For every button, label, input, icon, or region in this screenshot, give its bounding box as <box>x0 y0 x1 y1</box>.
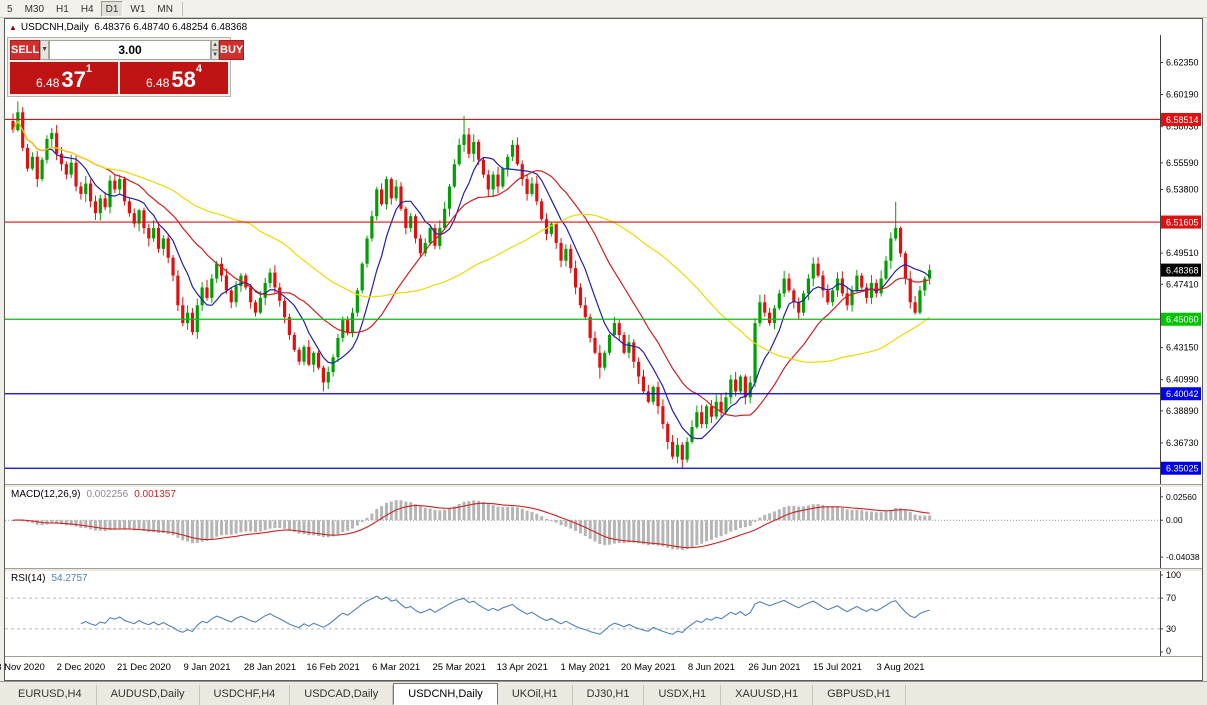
date-tick-label: 1 May 2021 <box>560 662 611 673</box>
date-tick-label: 13 Apr 2021 <box>496 662 548 673</box>
chart-tab-ukoil[interactable]: UKOil,H1 <box>498 685 573 705</box>
timeframe-button-h1[interactable]: H1 <box>51 0 74 17</box>
sell-button[interactable]: SELL <box>10 40 41 60</box>
chart-window-icon: ▲ <box>9 22 17 32</box>
svg-text:6.49510: 6.49510 <box>1166 248 1199 258</box>
svg-text:6.47410: 6.47410 <box>1166 279 1199 289</box>
svg-text:6.48368: 6.48368 <box>1166 266 1199 276</box>
svg-text:6.60190: 6.60190 <box>1166 90 1199 100</box>
svg-text:30: 30 <box>1166 624 1176 634</box>
svg-text:6.58514: 6.58514 <box>1166 115 1199 125</box>
spin-down-icon[interactable]: ▼ <box>211 50 220 60</box>
moving-average-20 <box>12 119 930 417</box>
svg-text:6.40042: 6.40042 <box>1166 389 1199 399</box>
svg-text:0: 0 <box>1166 646 1171 656</box>
bid-price-sup: 1 <box>85 63 92 75</box>
main-price-chart[interactable]: 6.62350 6.60190 6.58030 6.55590 6.53800 6.495… <box>5 35 1202 484</box>
spin-up-icon[interactable]: ▲ <box>211 40 220 50</box>
panel-separator[interactable] <box>5 568 1202 571</box>
panel-separator[interactable] <box>5 484 1202 487</box>
svg-text:6.51605: 6.51605 <box>1166 218 1199 228</box>
lot-size-input[interactable] <box>49 40 212 60</box>
svg-text:6.53800: 6.53800 <box>1166 184 1199 194</box>
moving-average-8 <box>12 119 931 440</box>
buy-button[interactable]: BUY <box>219 40 245 60</box>
toolbar-separator <box>181 1 183 16</box>
ask-price-box[interactable]: 6.48 58 4 <box>120 62 228 94</box>
chart-tab-audusd[interactable]: AUDUSD,Daily <box>97 685 200 705</box>
svg-text:6.43150: 6.43150 <box>1166 343 1199 353</box>
chart-tab-dj30[interactable]: DJ30,H1 <box>573 685 645 705</box>
timeframe-button-h4[interactable]: H4 <box>75 0 99 17</box>
ask-price-prefix: 6.48 <box>146 76 170 90</box>
svg-text:6.55590: 6.55590 <box>1166 158 1199 168</box>
bid-price-prefix: 6.48 <box>36 76 60 90</box>
chart-tab-usdcad[interactable]: USDCAD,Daily <box>290 685 394 705</box>
date-tick-label: 21 Dec 2020 <box>117 662 171 673</box>
svg-text:6.40990: 6.40990 <box>1166 375 1199 385</box>
chart-tab-usdcnh[interactable]: USDCNH,Daily <box>393 683 498 705</box>
date-tick-label: 25 Mar 2021 <box>432 662 486 673</box>
horizontal-level-lines[interactable] <box>5 118 1160 469</box>
timeframe-button-m30[interactable]: M30 <box>19 0 50 17</box>
chart-tab-usdx[interactable]: USDX,H1 <box>644 685 722 705</box>
macd-signal-line <box>12 502 930 549</box>
svg-text:0.02560: 0.02560 <box>1166 492 1197 502</box>
date-tick-label: 16 Feb 2021 <box>306 662 360 673</box>
time-axis: 13 Nov 2020 2 Dec 2020 21 Dec 2020 9 Jan 20… <box>0 656 1202 680</box>
svg-text:6.58030: 6.58030 <box>1166 122 1199 132</box>
timeframe-toolbar: 5 M30 H1 H4 D1 W1 MN <box>0 0 1207 18</box>
candles <box>11 101 932 468</box>
one-click-trading-panel: SELL ▼ ▲ ▼ BUY 6.48 37 1 6.48 58 4 <box>7 37 245 97</box>
timeframe-button-w1[interactable]: W1 <box>125 0 151 17</box>
date-tick-label: 15 Jul 2021 <box>812 662 863 673</box>
timeframe-button-d1[interactable]: D1 <box>100 0 124 17</box>
date-tick-label: 20 May 2021 <box>620 662 676 673</box>
lot-dropdown-icon[interactable]: ▼ <box>40 40 50 60</box>
moving-average-50 <box>12 119 931 363</box>
date-tick-label: 13 Nov 2020 <box>0 662 45 673</box>
svg-text:6.36730: 6.36730 <box>1166 438 1199 448</box>
svg-text:6.35025: 6.35025 <box>1166 464 1199 474</box>
svg-text:6.45060: 6.45060 <box>1166 315 1199 325</box>
ask-price-sup: 4 <box>195 63 202 75</box>
chart-tab-usdchf[interactable]: USDCHF,H4 <box>200 685 291 705</box>
chart-tabs-bar: EURUSD,H4 AUDUSD,Daily USDCHF,H4 USDCAD,Dai… <box>0 681 1207 705</box>
lot-spinner[interactable]: ▲ ▼ <box>211 40 220 60</box>
date-tick-label: 8 Jun 2021 <box>687 662 735 673</box>
svg-text:6.38890: 6.38890 <box>1166 406 1199 416</box>
svg-text:70: 70 <box>1166 593 1176 603</box>
timeframe-button-mn[interactable]: MN <box>152 0 178 17</box>
bid-price-box[interactable]: 6.48 37 1 <box>10 62 118 94</box>
timeframe-button-5[interactable]: 5 <box>2 0 18 17</box>
svg-text:-0.04038: -0.04038 <box>1166 552 1200 562</box>
date-tick-label: 2 Dec 2020 <box>56 662 106 673</box>
bid-price-big: 37 <box>61 67 86 92</box>
chart-title-bar: ▲ USDCNH,Daily 6.48376 6.48740 6.48254 6… <box>5 19 1202 35</box>
date-tick-label: 3 Aug 2021 <box>876 662 925 673</box>
chart-tab-eurusd[interactable]: EURUSD,H4 <box>4 685 97 705</box>
chart-window: ▲ USDCNH,Daily 6.48376 6.48740 6.48254 6… <box>0 18 1203 681</box>
chart-tab-gbpusd[interactable]: GBPUSD,H1 <box>813 685 906 705</box>
ask-price-big: 58 <box>171 67 196 92</box>
macd-histogram <box>11 500 932 551</box>
svg-text:0.00: 0.00 <box>1166 515 1183 525</box>
chart-tab-xauusd[interactable]: XAUUSD,H1 <box>721 685 814 705</box>
svg-text:100: 100 <box>1166 571 1181 580</box>
chart-ohlc-values: 6.48376 6.48740 6.48254 6.48368 <box>94 21 248 33</box>
rsi-line <box>80 595 930 635</box>
date-tick-label: 28 Jan 2021 <box>243 662 297 673</box>
rsi-indicator-panel[interactable]: 100 70 30 0 <box>5 571 1202 656</box>
svg-text:6.62350: 6.62350 <box>1166 58 1199 68</box>
macd-indicator-panel[interactable]: 0.02560 0.00 -0.04038 <box>5 487 1202 568</box>
date-tick-label: 6 Mar 2021 <box>372 662 421 673</box>
date-tick-label: 26 Jun 2021 <box>748 662 801 673</box>
date-tick-label: 9 Jan 2021 <box>183 662 231 673</box>
chart-symbol-title: USDCNH,Daily 6.48376 6.48740 6.48254 6.4… <box>20 21 248 33</box>
